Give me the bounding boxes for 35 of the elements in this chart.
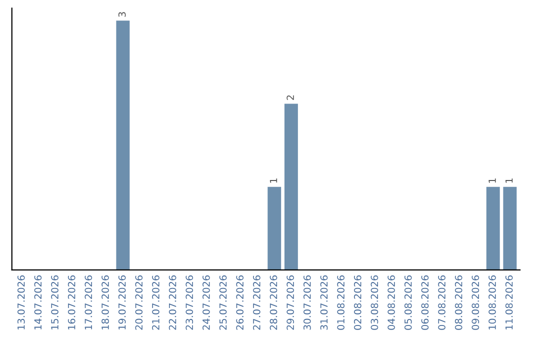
x-tick-label: 29.07.2026 [286,275,294,330]
data-label: 1 [270,178,278,183]
x-tick-label: 17.07.2026 [84,275,92,330]
x-tick-label: 14.07.2026 [34,275,42,330]
x-tick-label: 07.08.2026 [438,275,446,330]
x-tick-label: 11.08.2026 [505,275,513,330]
x-tick-label: 19.07.2026 [118,275,126,330]
x-tick-label: 01.08.2026 [337,275,344,330]
x-tick-label: 08.08.2026 [454,275,462,330]
x-tick-label: 04.08.2026 [388,275,395,330]
x-tick-label: 28.07.2026 [270,275,278,330]
x-tick-label: 03.08.2026 [370,275,378,330]
x-tick-label: 27.07.2026 [253,275,260,330]
x-tick-label: 09.08.2026 [472,275,480,330]
x-tick-label: 26.07.2026 [236,275,244,330]
data-label: 1 [488,178,496,183]
x-tick-label: 06.08.2026 [421,275,429,330]
x-tick-label: 16.07.2026 [68,275,76,330]
x-tick-label: 02.08.2026 [354,275,362,330]
x-tick-label: 24.07.2026 [202,275,210,330]
x-tick-label: 23.07.2026 [186,275,194,330]
x-tick-label: 20.07.2026 [135,275,143,330]
x-tick-label: 30.07.2026 [303,275,311,330]
x-tick-label: 31.07.2026 [320,275,328,330]
x-tick-label: 22.07.2026 [168,275,176,330]
data-label: 1 [506,178,513,183]
data-label: 2 [286,95,294,100]
x-tick-label: 18.07.2026 [102,275,109,330]
x-tick-label: 25.07.2026 [219,275,227,330]
x-tick-label: 15.07.2026 [51,275,58,330]
x-tick-label: 21.07.2026 [152,275,160,330]
x-tick-label: 13.07.2026 [17,275,25,330]
x-tick-label: 10.08.2026 [488,275,496,330]
data-label: 3 [118,12,126,17]
x-tick-label: 05.08.2026 [404,275,412,330]
